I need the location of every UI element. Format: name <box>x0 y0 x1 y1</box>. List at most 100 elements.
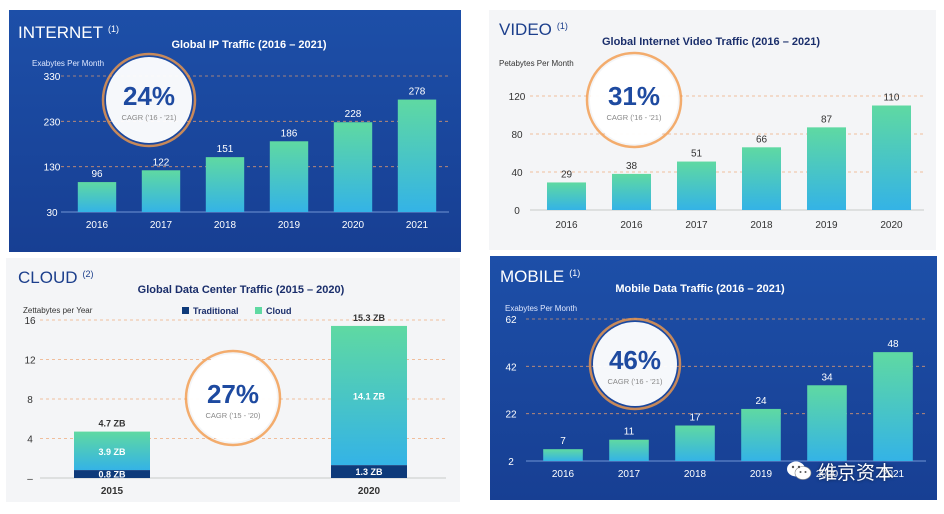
internet-unit-label: Exabytes Per Month <box>32 59 104 68</box>
video-y-tick-label: 80 <box>511 130 523 141</box>
video-bar <box>547 182 586 210</box>
video-data-label: 38 <box>626 161 638 172</box>
mobile-bar <box>807 385 847 461</box>
video-bar <box>612 173 651 210</box>
video-cagr-label: CAGR ('16 - '21) <box>607 113 662 122</box>
internet-y-tick-label: 230 <box>44 117 61 128</box>
video-data-label: 29 <box>561 169 573 180</box>
mobile-panel: MOBILE (1) Mobile Data Traffic (2016 – 202… <box>490 256 937 500</box>
watermark: 维京资本 <box>786 457 894 485</box>
mobile-category-tick: 2018 <box>684 469 707 480</box>
mobile-data-label: 7 <box>560 436 566 447</box>
cloud-cagr-badge <box>189 354 277 442</box>
video-bar <box>807 127 846 210</box>
internet-bar <box>141 170 181 212</box>
internet-category-tick: 2020 <box>342 220 365 231</box>
watermark-text: 维京资本 <box>818 461 895 484</box>
internet-data-label: 151 <box>217 144 234 155</box>
internet-data-label: 186 <box>281 128 298 139</box>
mobile-bar <box>873 352 913 461</box>
video-category-tick: 2016 <box>555 220 578 231</box>
video-bar <box>742 147 781 210</box>
video-category-tick: 2019 <box>815 220 838 231</box>
wechat-icon <box>786 460 812 482</box>
cloud-footnote-marker: (2) <box>83 269 94 279</box>
internet-cagr-value: 24% <box>123 81 175 111</box>
video-cagr-ring <box>585 51 683 149</box>
video-data-label: 110 <box>884 93 900 104</box>
video-unit-label: Petabytes Per Month <box>499 59 574 68</box>
cloud-category-tick: 2020 <box>358 486 381 497</box>
cloud-data-label-traditional: 1.3 ZB <box>355 467 383 477</box>
cloud-y-tick-label: 8 <box>27 395 33 406</box>
video-y-tick-label: 120 <box>509 92 526 103</box>
mobile-bar <box>675 425 715 461</box>
internet-panel: INTERNET (1) Global IP Traffic (2016 – 202… <box>9 10 461 252</box>
legend-label-cloud: Cloud <box>266 306 292 316</box>
cloud-cagr-ring <box>184 349 282 447</box>
video-category-tick: 2017 <box>685 220 708 231</box>
mobile-y-tick-label: 42 <box>505 362 517 373</box>
internet-bar <box>333 122 373 212</box>
cloud-bar-cloud <box>74 431 150 471</box>
legend-swatch-cloud <box>255 307 262 314</box>
mobile-unit-label: Exabytes Per Month <box>505 304 577 313</box>
cloud-data-label-cloud: 3.9 ZB <box>98 447 126 457</box>
internet-bar <box>397 99 437 212</box>
mobile-category-tick: 2017 <box>618 469 641 480</box>
mobile-cagr-value: 46% <box>609 345 661 375</box>
internet-category-tick: 2019 <box>278 220 301 231</box>
cloud-legend: Traditional Cloud <box>182 306 292 316</box>
internet-data-label: 122 <box>153 157 170 168</box>
internet-category-tick: 2016 <box>86 220 109 231</box>
mobile-chart: MOBILE (1) Mobile Data Traffic (2016 – 202… <box>500 267 926 480</box>
cloud-category-label: CLOUD <box>18 268 78 287</box>
internet-category-tick: 2017 <box>150 220 173 231</box>
mobile-y-tick-label: 2 <box>508 457 514 468</box>
video-chart: VIDEO (1) Global Internet Video Traffic (2… <box>499 20 924 231</box>
video-category-tick: 2018 <box>750 220 773 231</box>
legend-swatch-traditional <box>182 307 189 314</box>
cloud-unit-label: Zettabytes per Year <box>23 306 93 315</box>
video-y-tick-label: 40 <box>511 168 523 179</box>
mobile-cagr-label: CAGR ('16 - '21) <box>608 377 663 386</box>
cloud-chart-title: Global Data Center Traffic (2015 – 2020) <box>138 284 345 296</box>
video-cagr-value: 31% <box>608 81 660 111</box>
internet-data-label: 96 <box>91 169 103 180</box>
mobile-data-label: 17 <box>689 413 701 424</box>
internet-y-tick-label: 330 <box>44 72 61 83</box>
mobile-category-tick: 2020 <box>816 469 839 480</box>
mobile-category-tick: 2021 <box>882 469 905 480</box>
video-category-label: VIDEO <box>499 20 552 39</box>
mobile-category-label: MOBILE <box>500 267 564 286</box>
legend-label-traditional: Traditional <box>193 306 239 316</box>
internet-cagr-label: CAGR ('16 - '21) <box>122 113 177 122</box>
video-bar <box>677 161 716 210</box>
internet-category-tick: 2018 <box>214 220 237 231</box>
cloud-cagr-label: CAGR ('15 - '20) <box>206 411 261 420</box>
internet-y-tick-label: 30 <box>46 208 58 219</box>
cloud-data-label-traditional: 0.8 ZB <box>98 470 126 480</box>
internet-cagr-badge <box>106 57 192 143</box>
video-data-label: 66 <box>756 134 768 145</box>
cloud-y-tick-label: 16 <box>24 316 36 327</box>
mobile-bar <box>741 408 781 461</box>
internet-y-tick-label: 130 <box>44 163 61 174</box>
video-data-label: 87 <box>821 114 833 125</box>
mobile-bar <box>543 449 583 461</box>
internet-chart: INTERNET (1) Global IP Traffic (2016 – 202… <box>18 23 449 231</box>
mobile-bar <box>609 439 649 461</box>
mobile-category-tick: 2019 <box>750 469 773 480</box>
video-chart-title: Global Internet Video Traffic (2016 – 20… <box>602 36 820 48</box>
mobile-data-label: 48 <box>887 339 899 350</box>
internet-bar <box>77 182 117 212</box>
cloud-y-tick-label: 12 <box>24 356 36 367</box>
cloud-bar-traditional <box>74 470 150 478</box>
video-data-label: 51 <box>691 149 703 160</box>
cloud-bar-cloud <box>331 325 407 466</box>
cloud-total-label: 15.3 ZB <box>353 313 386 323</box>
mobile-category-tick: 2016 <box>552 469 575 480</box>
video-category-tick: 2020 <box>880 220 903 231</box>
cloud-cagr-value: 27% <box>207 379 259 409</box>
cloud-chart: CLOUD (2) Global Data Center Traffic (2015… <box>18 268 446 497</box>
